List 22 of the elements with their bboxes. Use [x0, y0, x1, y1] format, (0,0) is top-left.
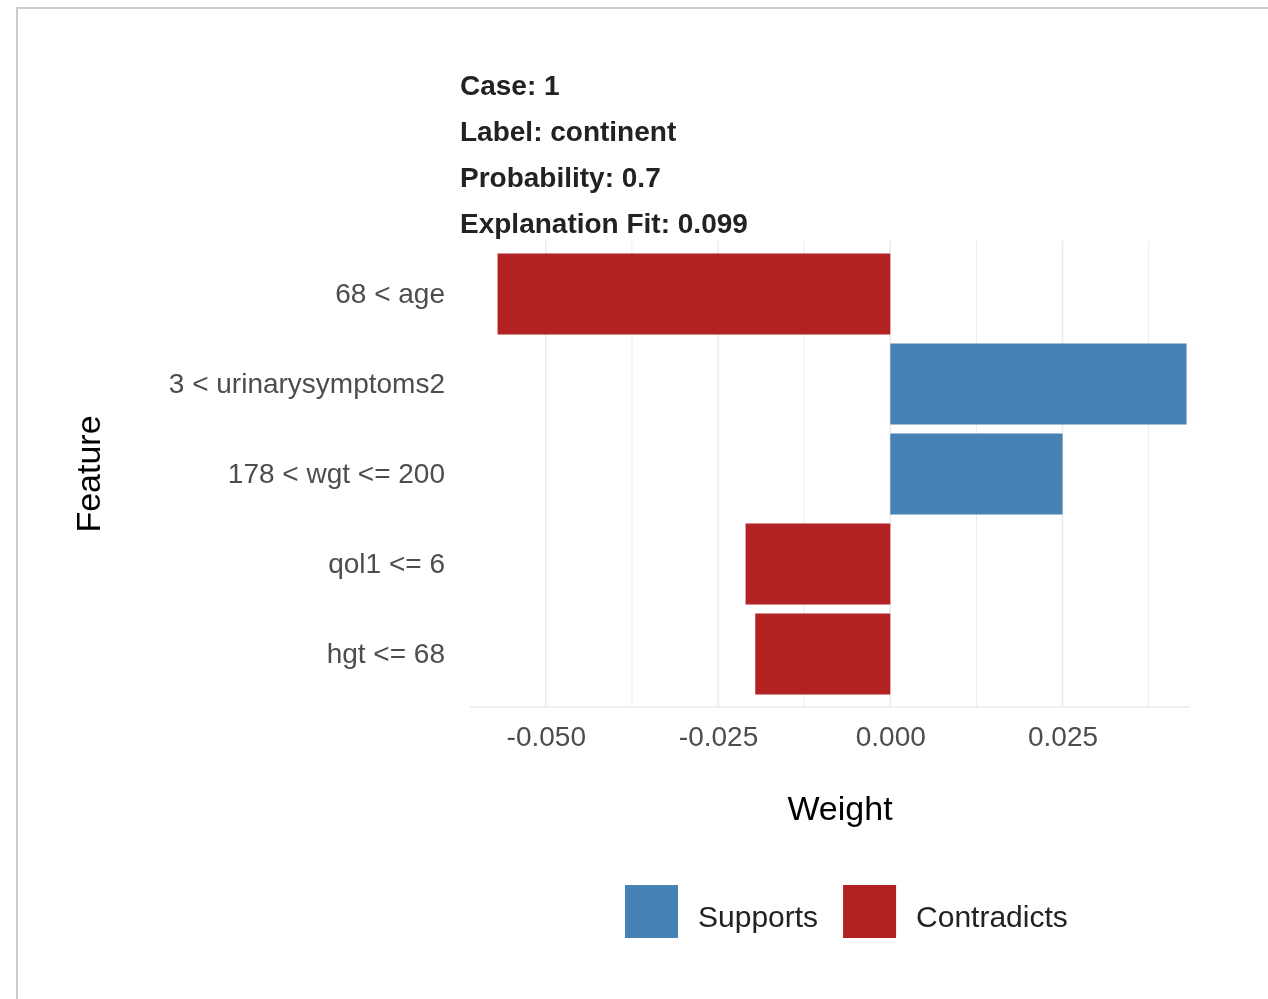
bar	[745, 523, 891, 605]
y-tick-label: 68 < age	[335, 277, 445, 309]
chart-title: Case: 1	[460, 70, 560, 101]
chart-subtitle: Label: continent	[460, 116, 677, 147]
y-tick-label: 178 < wgt <= 200	[227, 457, 445, 489]
x-tick-label: 0.025	[1028, 721, 1099, 752]
y-tick-label: 3 < urinarysymptoms2	[168, 367, 445, 399]
x-tick-label: -0.050	[506, 721, 586, 752]
text: Explanation Fit: 0.099	[460, 208, 748, 239]
y-tick-label: hgt <= 68	[326, 637, 445, 669]
legend-label: Contradicts	[916, 900, 1068, 933]
y-axis-title: Feature	[69, 415, 107, 533]
x-axis-title: Weight	[787, 789, 894, 827]
bar	[497, 253, 891, 335]
legend-label: Supports	[698, 900, 819, 933]
x-tick-label: 0.000	[855, 721, 926, 752]
bar	[890, 343, 1187, 425]
x-tick-label: -0.025	[678, 721, 759, 752]
bar	[755, 613, 891, 695]
y-tick-label: qol1 <= 6	[328, 547, 445, 579]
text: Probability: 0.7	[460, 162, 661, 193]
bar	[890, 433, 1063, 515]
